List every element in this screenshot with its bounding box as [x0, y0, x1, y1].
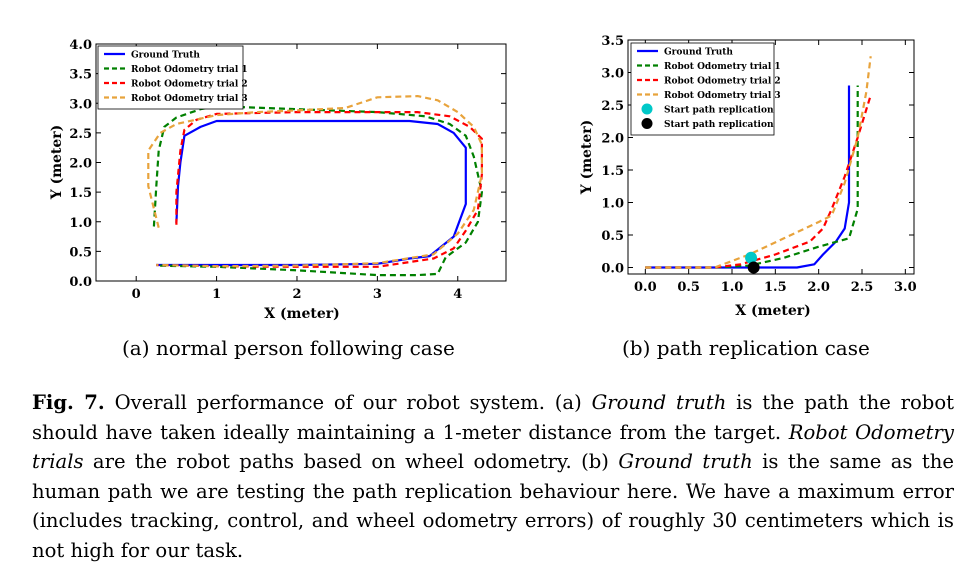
legend-label-b-3: Robot Odometry trial 3	[664, 91, 781, 101]
x-tick-label-a-1: 1	[212, 287, 221, 302]
x-tick-label-b-4: 2.0	[807, 280, 830, 295]
y-tick-label-a-7: 3.5	[69, 68, 92, 83]
y-tick-label-a-4: 2.0	[69, 157, 92, 172]
plot-area-a	[147, 95, 483, 277]
y-tick-label-b-6: 3.0	[601, 67, 624, 82]
caption-text-3: are the robot paths based on wheel odome…	[83, 450, 619, 473]
figure-label: Fig. 7.	[32, 391, 105, 414]
legend-label-b-4: Start path replication	[664, 106, 774, 116]
y-axis-label-b: Y (meter)	[579, 120, 595, 196]
legend-a: Ground Truth Robot Odometry trial 1 Robot …	[97, 45, 248, 110]
marker-b-1	[745, 251, 758, 264]
y-tick-label-a-3: 1.5	[69, 186, 92, 201]
x-tick-label-b-5: 2.5	[851, 280, 874, 295]
x-axis-label-b: X (meter)	[735, 303, 810, 319]
legend-label-a-1: Robot Odometry trial 1	[131, 65, 248, 75]
caption-text-2: is the path the robot should have taken …	[32, 391, 955, 444]
x-tick-label-b-2: 1.0	[721, 280, 744, 295]
y-tick-label-b-5: 2.5	[601, 99, 624, 114]
axes-frame-b	[627, 39, 915, 275]
x-axis-label-a: X (meter)	[264, 306, 339, 322]
subcaption-b: (b) path replication case	[622, 336, 870, 360]
legend-label-b-1: Robot Odometry trial 1	[664, 62, 781, 72]
series-line-b-robot-odometry-trial-2	[645, 94, 872, 269]
series-line-a-robot-odometry-trial-3	[147, 95, 483, 268]
y-tick-label-b-3: 1.5	[601, 164, 624, 179]
y-tick-label-a-5: 2.5	[69, 127, 92, 142]
x-tick-label-b-3: 1.5	[764, 280, 787, 295]
legend-label-b-2: Robot Odometry trial 2	[664, 77, 781, 87]
x-tick-label-a-4: 4	[453, 287, 462, 302]
x-tick-label-a-2: 2	[292, 287, 301, 302]
x-tick-label-a-3: 3	[373, 287, 382, 302]
y-tick-label-b-0: 0.0	[601, 262, 624, 277]
legend-label-a-3: Robot Odometry trial 3	[131, 94, 248, 104]
y-tick-label-a-2: 1.0	[69, 216, 92, 231]
y-tick-label-a-1: 0.5	[69, 245, 92, 260]
caption-term-odometry-trials: Robot Odometry trials	[32, 420, 954, 474]
x-tick-label-b-1: 0.5	[677, 280, 700, 295]
chart-b-path-replication: 0.0 0.5 1.0 1.5 2.0 2.5 3.0 0.0 0.5 1.0 1.5 2.0 2.5 3…	[579, 34, 917, 319]
legend-marker-b-5	[641, 118, 653, 129]
series-line-b-ground-truth	[645, 85, 851, 269]
caption-term-ground-truth-a: Ground truth	[591, 391, 727, 414]
y-tick-label-a-0: 0.0	[69, 275, 92, 290]
y-tick-label-b-2: 1.0	[601, 197, 624, 212]
chart-a-normal-following: 0 1 2 3 4 0.0 0.5 1.0 1.5 2.0 2.5 3.0 3.5 4.0 X (meter…	[49, 38, 507, 322]
legend-label-b-5: Start path replication	[664, 120, 774, 130]
plot-area-b	[645, 56, 872, 274]
legend-b: Ground Truth Robot Odometry trial 1 Robot …	[630, 42, 781, 136]
y-tick-label-a-6: 3.0	[69, 97, 92, 112]
y-tick-label-b-4: 2.0	[601, 132, 624, 147]
caption-text-4: is the same as the human path we are tes…	[32, 450, 955, 562]
series-line-a-robot-odometry-trial-2	[156, 111, 483, 268]
caption-text-1: Overall performance of our robot system.…	[104, 391, 592, 414]
x-tick-label-a-0: 0	[132, 287, 141, 302]
caption-term-ground-truth-b: Ground truth	[618, 450, 753, 473]
figure-caption: Fig. 7. Overall performance of our robot…	[32, 388, 954, 565]
subcaption-a: (a) normal person following case	[122, 336, 455, 360]
legend-label-a-0: Ground Truth	[131, 51, 200, 61]
y-axis-label-a: Y (meter)	[49, 125, 65, 201]
legend-label-a-2: Robot Odometry trial 2	[131, 80, 248, 90]
legend-label-b-0: Ground Truth	[664, 48, 733, 58]
marker-b-2	[747, 261, 760, 274]
x-tick-label-b-6: 3.0	[894, 280, 917, 295]
x-tick-label-b-0: 0.0	[634, 280, 657, 295]
y-tick-label-a-8: 4.0	[69, 38, 92, 53]
series-line-b-robot-odometry-trial-3	[645, 56, 872, 269]
y-tick-label-b-1: 0.5	[601, 229, 624, 244]
legend-marker-b-4	[641, 103, 653, 115]
legend-box-b	[630, 42, 775, 136]
series-line-a-robot-odometry-trial-1	[152, 105, 483, 277]
y-tick-label-b-7: 3.5	[601, 34, 624, 49]
